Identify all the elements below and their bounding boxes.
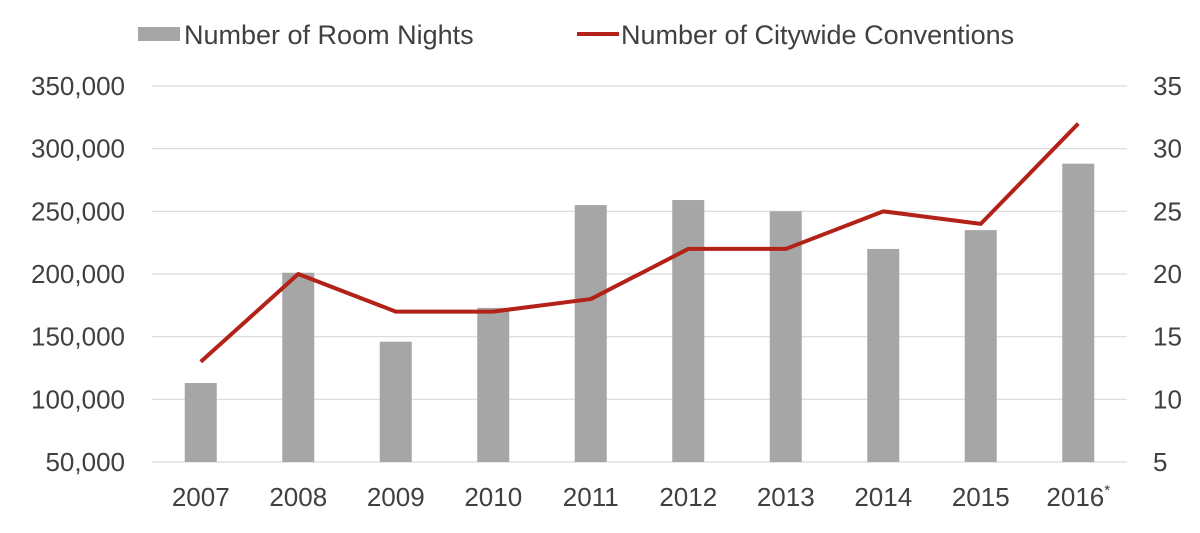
left-tick-label: 350,000: [31, 71, 125, 101]
legend-label-conventions: Number of Citywide Conventions: [621, 20, 1014, 50]
x-tick-label: 2010: [464, 482, 522, 512]
bar-room-nights: [867, 249, 899, 462]
x-tick-label: 2012: [659, 482, 717, 512]
right-tick-label: 15: [1153, 322, 1182, 352]
legend: Number of Room Nights Number of Citywide…: [138, 20, 1014, 50]
left-axis: 50,000 100,000 150,000 200,000 250,000 300,00…: [31, 71, 125, 477]
bar-room-nights: [282, 273, 314, 462]
legend-label-room-nights: Number of Room Nights: [184, 20, 474, 50]
x-tick-label: 2016*: [1046, 482, 1110, 512]
right-tick-label: 5: [1153, 447, 1167, 477]
x-tick-label: 2013: [757, 482, 815, 512]
left-tick-label: 50,000: [45, 447, 125, 477]
right-tick-label: 10: [1153, 384, 1182, 414]
left-tick-label: 200,000: [31, 259, 125, 289]
line-conventions: [201, 124, 1079, 362]
x-tick-label: 2011: [563, 482, 619, 512]
right-tick-label: 30: [1153, 134, 1182, 164]
bar-room-nights: [1062, 164, 1094, 462]
bar-room-nights: [477, 308, 509, 462]
right-tick-label: 35: [1153, 71, 1182, 101]
right-tick-label: 25: [1153, 196, 1182, 226]
left-tick-label: 150,000: [31, 322, 125, 352]
bar-room-nights: [965, 230, 997, 462]
bar-room-nights: [380, 342, 412, 462]
bar-room-nights: [575, 205, 607, 462]
left-tick-label: 100,000: [31, 384, 125, 414]
x-tick-label: 2015: [952, 482, 1010, 512]
bar-room-nights: [185, 383, 217, 462]
right-axis: 5 10 15 20 25 30 35: [1153, 71, 1182, 477]
x-axis: 2007 2008 2009 2010 2011 2012 2013 2014 2015 2016…: [172, 482, 1110, 512]
right-tick-label: 20: [1153, 259, 1182, 289]
bar-series: [185, 164, 1095, 462]
x-tick-label: 2007: [172, 482, 230, 512]
x-tick-label: 2014: [854, 482, 912, 512]
left-tick-label: 300,000: [31, 134, 125, 164]
line-series: [201, 124, 1079, 362]
legend-swatch-room-nights: [138, 27, 180, 41]
bar-room-nights: [672, 200, 704, 462]
x-tick-label: 2009: [367, 482, 425, 512]
x-tick-label: 2008: [269, 482, 327, 512]
left-tick-label: 250,000: [31, 196, 125, 226]
